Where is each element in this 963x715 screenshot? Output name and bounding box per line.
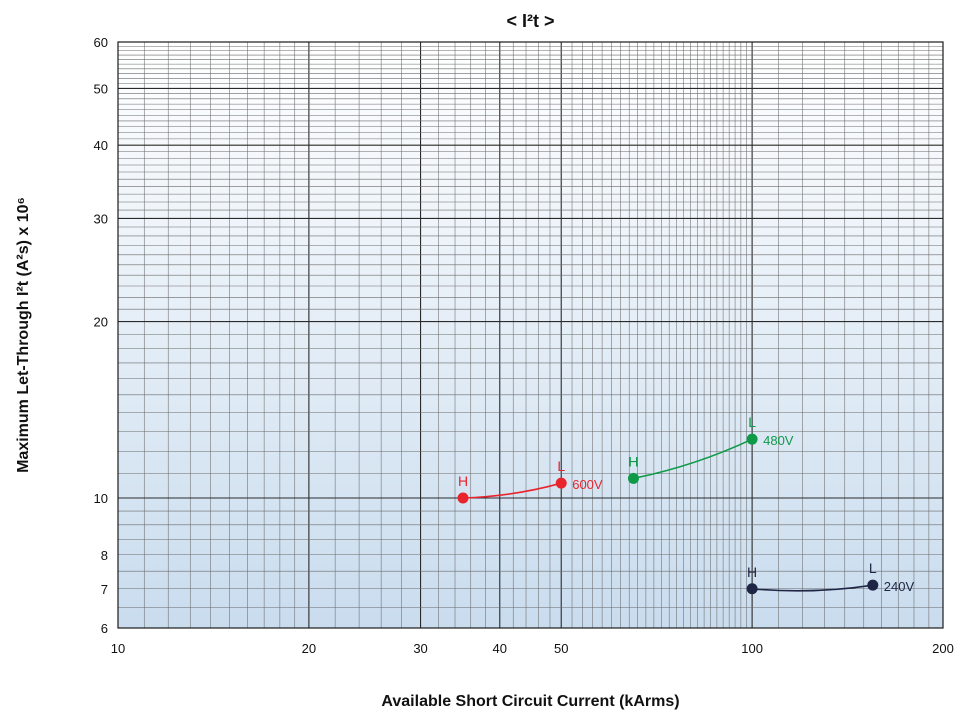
point-label: L bbox=[748, 414, 756, 430]
y-axis-title: Maximum Let-Through I²t (A²s) x 10⁶ bbox=[15, 197, 32, 473]
x-tick-label: 30 bbox=[413, 641, 427, 656]
y-tick-label: 50 bbox=[94, 81, 108, 96]
y-tick-label: 10 bbox=[94, 491, 108, 506]
x-tick-label: 200 bbox=[932, 641, 954, 656]
data-point bbox=[627, 472, 639, 484]
x-tick-label: 100 bbox=[741, 641, 763, 656]
point-label: H bbox=[747, 564, 757, 580]
y-tick-label: 8 bbox=[101, 548, 108, 563]
point-label: H bbox=[458, 473, 468, 489]
y-tick-label: 30 bbox=[94, 211, 108, 226]
data-point bbox=[457, 492, 469, 504]
y-tick-label: 60 bbox=[94, 35, 108, 50]
x-tick-label: 40 bbox=[493, 641, 507, 656]
data-point bbox=[746, 583, 758, 595]
plot-frame bbox=[117, 41, 944, 629]
tick-labels: 10 20 30 40 50 100 200 6 7 8 10 20 30 40 50 60 bbox=[94, 35, 954, 656]
chart-title: < I²t > bbox=[506, 11, 554, 31]
y-tick-label: 7 bbox=[101, 582, 108, 597]
x-tick-label: 10 bbox=[111, 641, 125, 656]
series-name-label: 480V bbox=[763, 433, 794, 448]
series-line bbox=[462, 482, 562, 499]
series-480V: H L 480V bbox=[627, 414, 794, 484]
y-tick-label: 6 bbox=[101, 621, 108, 636]
series-name-label: 240V bbox=[884, 579, 915, 594]
data-point bbox=[867, 579, 879, 591]
series-600V: H L 600V bbox=[457, 458, 603, 504]
x-axis-title: Available Short Circuit Current (kArms) bbox=[381, 693, 679, 710]
point-label: L bbox=[557, 458, 565, 474]
series-240V: H L 240V bbox=[746, 560, 915, 595]
plot-area bbox=[118, 42, 943, 628]
series: H L 600V H L 480V H L 240V bbox=[457, 414, 915, 595]
series-line bbox=[752, 584, 873, 592]
x-tick-label: 20 bbox=[302, 641, 316, 656]
series-line bbox=[633, 438, 753, 480]
grid bbox=[118, 42, 943, 628]
point-label: H bbox=[628, 453, 638, 469]
x-tick-label: 50 bbox=[554, 641, 568, 656]
data-point bbox=[746, 433, 758, 445]
y-tick-label: 20 bbox=[94, 315, 108, 330]
y-tick-label: 40 bbox=[94, 138, 108, 153]
point-label: L bbox=[869, 560, 877, 576]
data-point bbox=[555, 477, 567, 489]
series-name-label: 600V bbox=[572, 477, 603, 492]
